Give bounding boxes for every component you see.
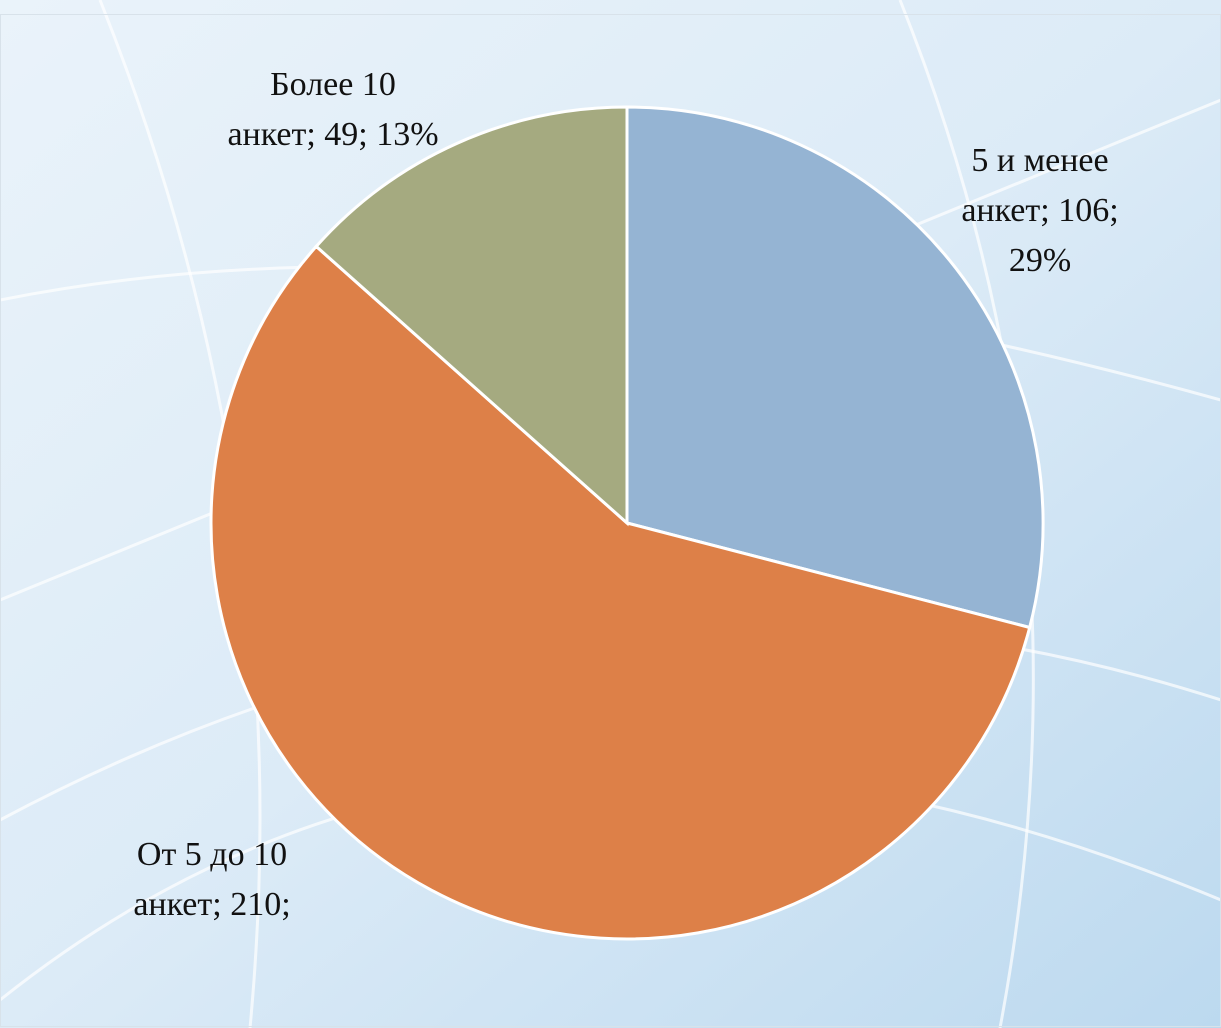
pie-slice: [314, 105, 629, 527]
data-label: Более 10 анкет; 49; 13%: [227, 66, 439, 153]
data-label: 5 и менее анкет; 106; 29%: [961, 142, 1119, 279]
pie-slice: [625, 105, 1045, 630]
pie: [209, 105, 1045, 941]
data-label: От 5 до 10 анкет; 210;: [133, 836, 291, 923]
pie-slice: [209, 244, 1032, 941]
